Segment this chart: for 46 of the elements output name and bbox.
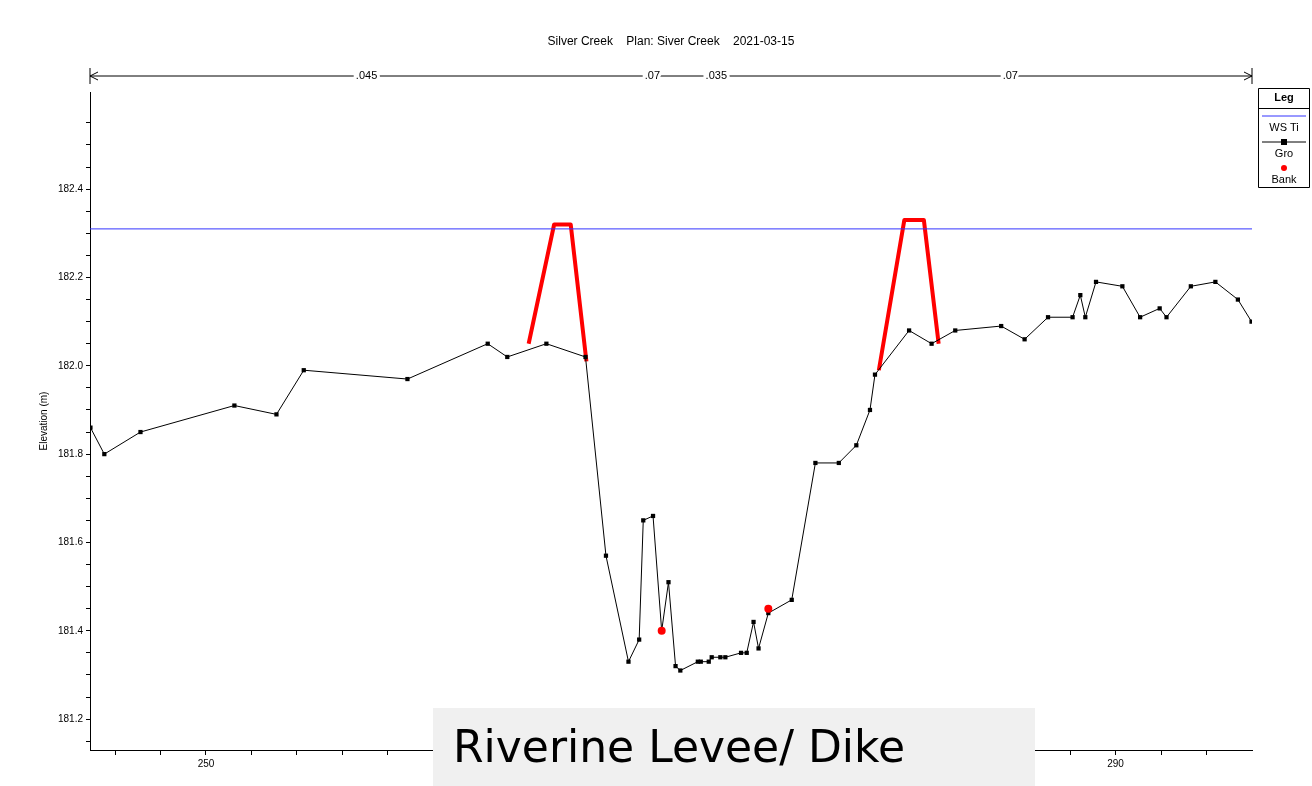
text: .07: [1002, 68, 1018, 81]
y-tick-label: 181.6: [57, 536, 84, 548]
legend-label: Gro: [1274, 147, 1294, 160]
legend-label: Bank: [1271, 173, 1298, 186]
point: [751, 619, 756, 625]
x-tick-label: 290: [1107, 757, 1125, 769]
point: [232, 403, 237, 408]
y-tick-label: 182.2: [57, 271, 84, 283]
text: .07: [644, 68, 661, 81]
y-tick-label: 181.8: [57, 447, 84, 459]
point: [1213, 279, 1218, 285]
y-tick-label: 182.4: [57, 182, 84, 194]
point: [626, 659, 631, 664]
y-tick-label: 182.0: [57, 359, 84, 371]
point: [929, 341, 934, 346]
point: [906, 328, 912, 333]
point: [678, 668, 683, 673]
y-tick-label: 181.2: [57, 712, 84, 724]
point: [1120, 284, 1125, 289]
y-tick-label: 181.4: [57, 624, 84, 636]
text-box: Riverine Levee/ Dike: [433, 708, 1035, 786]
point: [90, 425, 93, 430]
point: [673, 663, 678, 669]
point: [405, 376, 410, 382]
point: [813, 460, 818, 466]
legend-label: WS Ti: [1269, 121, 1299, 134]
point: [544, 341, 549, 346]
point: [1022, 337, 1027, 342]
chart-title: Silver Creek Plan: Siver Creek 2021-03-15: [547, 34, 795, 49]
point: [666, 580, 671, 585]
legend-title: Leg: [1274, 91, 1294, 104]
y-axis-title: Elevation (m): [37, 391, 49, 451]
point: [1164, 315, 1169, 320]
point: [1070, 315, 1075, 320]
point: [953, 328, 958, 333]
point: [756, 646, 761, 651]
point: [764, 604, 773, 613]
point: [1249, 319, 1252, 324]
x-tick-label: 250: [197, 757, 215, 769]
point: [637, 637, 642, 642]
text: .035: [705, 68, 728, 81]
point: [1235, 297, 1241, 302]
point: [138, 429, 143, 435]
point: [274, 412, 279, 417]
point: [1157, 306, 1162, 311]
point: [583, 354, 588, 360]
